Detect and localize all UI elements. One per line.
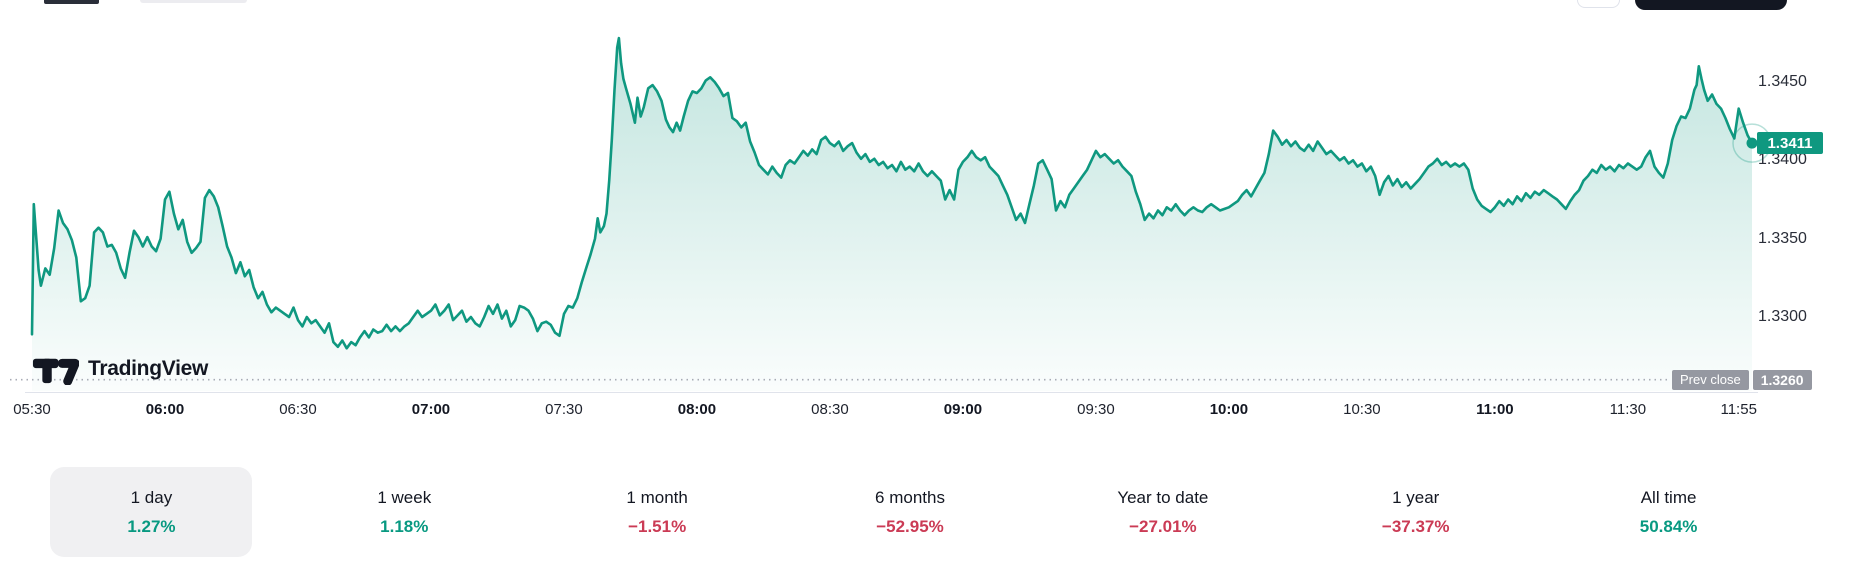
period-change-value: −1.51% [628, 516, 687, 536]
period-label: 1 week [377, 487, 432, 507]
period-button-year-to-date[interactable]: Year to date −27.01% [1062, 467, 1264, 557]
period-label: 1 month [626, 487, 688, 507]
period-button-all-time[interactable]: All time 50.84% [1568, 467, 1770, 557]
x-axis-label: 07:30 [545, 401, 583, 418]
period-selector-row: 1 day 1.27% 1 week 1.18% 1 month −1.51% 6 mont… [25, 460, 1795, 564]
period-label: 1 day [130, 487, 173, 507]
x-axis-label: 11:30 [1609, 401, 1647, 418]
period-button-6-months[interactable]: 6 months −52.95% [809, 467, 1011, 557]
period-button-1-day[interactable]: 1 day 1.27% [50, 467, 253, 557]
x-axis-label: 09:00 [943, 401, 983, 418]
x-axis-label: 06:30 [279, 401, 317, 418]
tradingview-logo-icon [32, 358, 79, 385]
price-chart-canvas[interactable] [0, 0, 1870, 440]
x-axis-label: 11:00 [1476, 401, 1514, 418]
period-change-value: −27.01% [1129, 516, 1197, 536]
x-axis-label: 05:30 [13, 401, 51, 418]
x-axis-label: 06:00 [145, 401, 185, 418]
period-cell: 1 week 1.18% [278, 460, 531, 564]
x-axis-label: 10:30 [1343, 401, 1381, 418]
x-axis-label: 07:00 [411, 401, 451, 418]
prev-close-label-badge: Prev close [1672, 369, 1749, 390]
tradingview-logo-text: TradingView [88, 357, 209, 380]
prev-close-row: Prev close 1.3260 [1672, 369, 1812, 390]
partial-top-right-black-button[interactable] [1635, 0, 1787, 10]
period-button-1-week[interactable]: 1 week 1.18% [303, 467, 505, 557]
current-price-badge: 1.3411 [1757, 132, 1823, 155]
period-change-value: 1.27% [127, 516, 176, 536]
period-change-value: −52.95% [876, 516, 944, 536]
period-cell: 6 months −52.95% [784, 460, 1037, 564]
period-label: All time [1640, 487, 1697, 507]
x-axis-label: 09:30 [1077, 401, 1115, 418]
period-change-value: −37.37% [1381, 516, 1450, 536]
period-change-value: 50.84% [1639, 516, 1698, 536]
period-label: 6 months [875, 487, 945, 507]
y-axis-label: 1.3450 [1758, 73, 1807, 90]
period-button-1-year[interactable]: 1 year −37.37% [1315, 467, 1517, 557]
x-axis-label: 11:55 [1720, 401, 1757, 418]
period-change-value: 1.18% [380, 516, 429, 536]
period-cell: 1 month −1.51% [531, 460, 784, 564]
x-axis-label: 08:30 [811, 401, 849, 418]
price-line [30, 36, 1754, 350]
period-label: 1 year [1392, 487, 1440, 507]
y-axis-label: 1.3350 [1758, 229, 1807, 247]
period-button-1-month[interactable]: 1 month −1.51% [556, 467, 758, 557]
period-cell: Year to date −27.01% [1036, 460, 1289, 564]
y-axis-label: 1.3400 [1758, 151, 1807, 169]
x-axis-label: 10:00 [1209, 401, 1249, 418]
x-axis-label: 08:00 [677, 401, 717, 418]
partial-top-left-light-button[interactable] [140, 0, 247, 3]
prev-close-value-badge: 1.3260 [1752, 369, 1812, 390]
last-price-dot [1746, 137, 1758, 149]
x-axis-line [25, 392, 1758, 393]
price-area-fill [32, 38, 1752, 391]
period-label: Year to date [1117, 487, 1209, 507]
period-cell: 1 day 1.27% [25, 460, 278, 564]
partial-top-left-dark-button[interactable] [44, 0, 99, 4]
period-cell: 1 year −37.37% [1289, 460, 1542, 564]
y-axis-label: 1.3300 [1758, 308, 1807, 325]
tradingview-attribution-link[interactable]: TradingView [32, 351, 208, 387]
period-cell: All time 50.84% [1542, 460, 1795, 564]
